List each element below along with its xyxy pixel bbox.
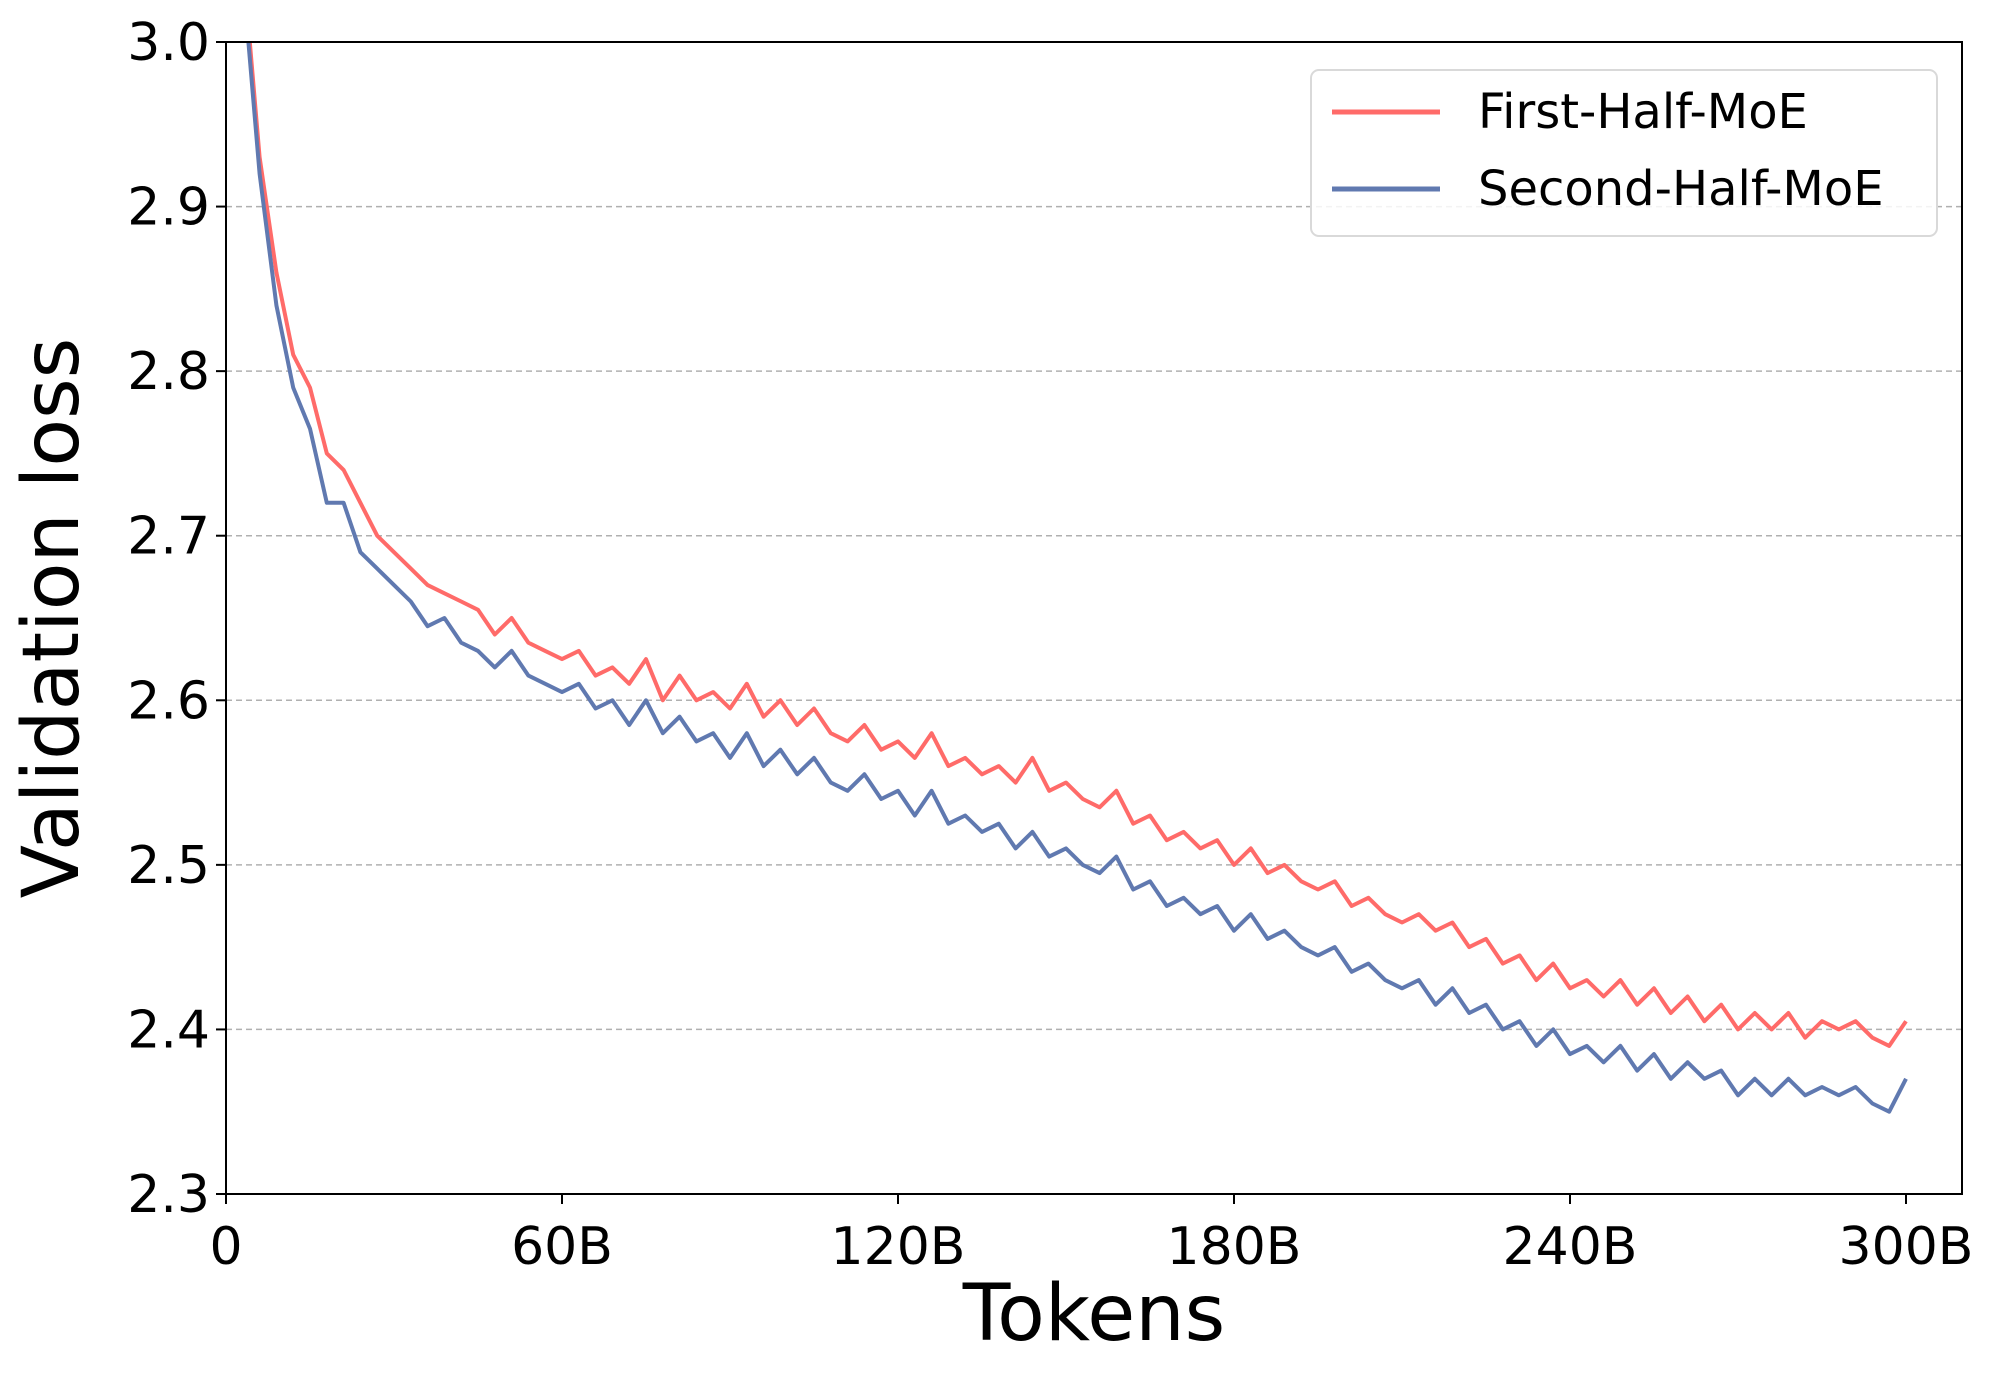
- y-tick-label: 2.3: [127, 1165, 210, 1225]
- grid: [226, 205, 1962, 1031]
- y-axis-label: Validation loss: [7, 338, 97, 899]
- y-tick-label: 2.5: [127, 836, 210, 896]
- legend-label-second-half-moe: Second-Half-MoE: [1478, 161, 1884, 217]
- x-tick-label: 120B: [831, 1217, 966, 1277]
- x-tick-label: 60B: [511, 1217, 613, 1277]
- y-tick-label: 2.8: [127, 342, 210, 402]
- series-line-second-half-moe: [246, 42, 1908, 1114]
- y-axis: 2.3 2.4 2.5 2.6 2.7 2.8 2.9 3.0: [127, 13, 226, 1225]
- y-tick-label: 2.4: [127, 1000, 210, 1060]
- y-tick-label: 2.7: [127, 507, 210, 567]
- plot-frame: [225, 41, 1963, 1195]
- y-tick-label: 2.9: [127, 178, 210, 238]
- legend: First-Half-MoE Second-Half-MoE: [1310, 69, 1938, 237]
- series-lines: [246, 42, 1908, 1114]
- x-tick-label: 180B: [1167, 1217, 1302, 1277]
- legend-box: [1310, 69, 1938, 237]
- legend-label-first-half-moe: First-Half-MoE: [1478, 84, 1808, 140]
- x-tick-label: 240B: [1503, 1217, 1638, 1277]
- x-axis: 0 60B 120B 180B 240B 300B: [209, 1194, 1973, 1277]
- series-line-first-half-moe: [247, 42, 1908, 1048]
- x-tick-label: 0: [209, 1217, 242, 1277]
- x-axis-label: Tokens: [962, 1269, 1226, 1359]
- y-tick-label: 3.0: [127, 13, 210, 73]
- y-tick-label: 2.6: [127, 671, 210, 731]
- x-tick-label: 300B: [1839, 1217, 1974, 1277]
